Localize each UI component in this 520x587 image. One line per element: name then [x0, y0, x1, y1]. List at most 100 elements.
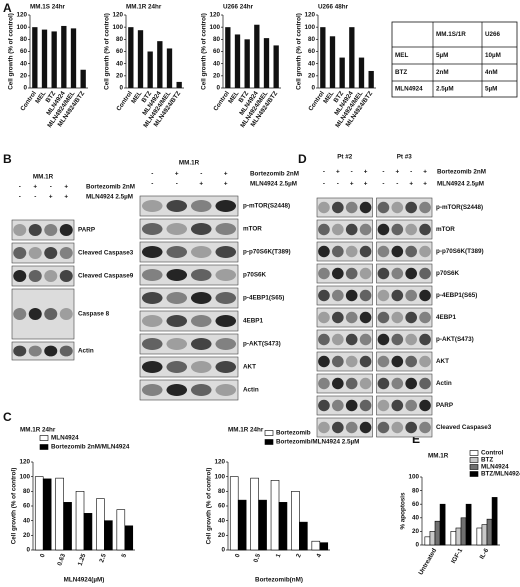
- y-axis-label: Cell growth (% of control): [206, 468, 213, 545]
- band-label: AKT: [436, 358, 449, 365]
- blot-band: [377, 201, 390, 214]
- blot-band: [405, 267, 418, 280]
- bar: [358, 57, 365, 88]
- blot-band: [141, 246, 163, 258]
- bar: [424, 536, 431, 546]
- bar: [237, 499, 247, 551]
- treatment-sign: +: [224, 171, 228, 178]
- band-label: PARP: [78, 227, 95, 234]
- y-tick-label: 60: [218, 503, 226, 510]
- blot-band: [391, 245, 404, 258]
- chart-title: MM.1R 24hr: [20, 427, 56, 434]
- blot-band: [345, 267, 358, 280]
- band-label: Actin: [243, 387, 259, 394]
- blot-panel: [316, 241, 373, 262]
- y-tick-label: 120: [19, 459, 30, 466]
- blot-band: [419, 289, 431, 302]
- blot-band: [405, 311, 418, 324]
- blot-band: [345, 421, 358, 434]
- blot-band: [391, 421, 404, 434]
- bar: [263, 38, 270, 88]
- y-tick-label: 100: [16, 24, 27, 31]
- chart-title: MM.1R 24hr: [126, 4, 162, 11]
- band-label: p-mTOR(S2448): [436, 204, 483, 211]
- blot-band: [359, 289, 372, 302]
- blot-panel: [316, 285, 373, 306]
- bar: [439, 503, 446, 546]
- band-label: 4EBP1: [243, 318, 263, 325]
- treatment-sign: +: [175, 171, 179, 178]
- blot-band: [377, 223, 390, 236]
- blot-band: [391, 399, 404, 412]
- table-header: MM.1S/1R: [436, 31, 466, 38]
- bar: [41, 29, 48, 89]
- legend-swatch: [264, 439, 274, 445]
- blot-band: [345, 377, 358, 390]
- blot-panel: [11, 219, 75, 241]
- blot-band: [331, 421, 344, 434]
- treatment-sign: -: [337, 181, 339, 188]
- y-tick-label: 0: [415, 542, 419, 549]
- blot-panel: [139, 241, 239, 263]
- band-label: Actin: [78, 348, 94, 355]
- bar: [176, 81, 182, 88]
- legend-label: MLN4924: [481, 464, 509, 471]
- blot-band: [391, 377, 404, 390]
- blot-band: [190, 269, 212, 281]
- y-tick-label: 0: [221, 547, 225, 554]
- y-tick-label: 40: [308, 60, 316, 67]
- legend-swatch: [469, 471, 479, 477]
- treatment-sign: +: [350, 181, 354, 188]
- blot-band: [141, 200, 163, 212]
- bar: [339, 57, 345, 88]
- blot-band: [359, 245, 372, 258]
- y-tick-label: 120: [304, 12, 315, 19]
- blot-band: [345, 355, 358, 368]
- bar: [349, 27, 355, 89]
- y-axis-label: Cell growth (% of control): [296, 13, 303, 90]
- blot-band: [331, 223, 344, 236]
- blot-panel: [11, 242, 75, 264]
- blot-band: [13, 345, 27, 357]
- legend-label: BTZ: [481, 457, 493, 464]
- treatment-sign: -: [396, 181, 398, 188]
- table-border: [391, 21, 518, 98]
- treatment-sign: -: [151, 181, 153, 188]
- blot-band: [377, 421, 390, 434]
- x-tick-label: 0: [39, 552, 47, 558]
- bar: [137, 30, 144, 88]
- bar: [157, 41, 163, 88]
- y-axis-label: Cell growth (% of control): [201, 13, 208, 90]
- dose-table: [391, 21, 518, 98]
- blot-title: MM.1R: [33, 174, 54, 181]
- blot-band: [318, 355, 330, 368]
- blot-band: [359, 223, 372, 236]
- blot-band: [318, 289, 330, 302]
- blot-band: [419, 223, 431, 236]
- table-cell: 2nM: [436, 69, 449, 76]
- bar: [75, 491, 85, 551]
- treatment-sign: +: [49, 194, 53, 201]
- bar: [319, 542, 329, 551]
- y-axis-label: % apoptosis: [400, 492, 407, 530]
- blot-panel: [316, 417, 373, 438]
- bar: [96, 498, 105, 551]
- blot-band: [331, 333, 344, 346]
- y-tick-label: 80: [116, 36, 124, 43]
- table-cell: MEL: [395, 52, 408, 59]
- panel-label: E: [412, 432, 420, 446]
- blot-band: [377, 267, 390, 280]
- treatment-sign: -: [19, 194, 21, 201]
- blot-band: [345, 289, 358, 302]
- bar: [450, 531, 457, 546]
- blot-band: [190, 246, 212, 258]
- blot-band: [190, 384, 212, 396]
- treatment-sign: -: [19, 184, 21, 191]
- treatment-sign: +: [33, 184, 37, 191]
- y-tick-label: 120: [16, 12, 27, 19]
- blot-band: [331, 201, 344, 214]
- x-axis-label: MLN4924(µM): [64, 577, 105, 584]
- bar: [51, 31, 57, 88]
- blot-band: [359, 421, 372, 434]
- y-tick-label: 40: [20, 60, 28, 67]
